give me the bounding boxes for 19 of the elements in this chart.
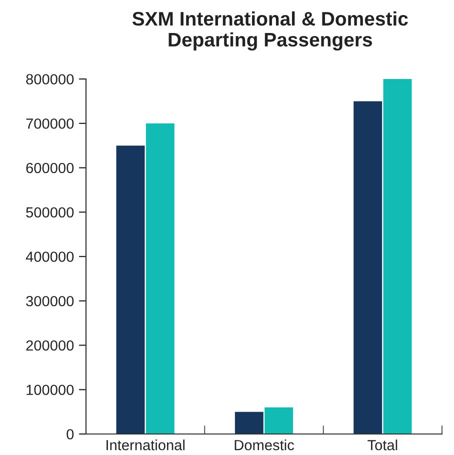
bar — [116, 146, 145, 434]
x-tick-label: Total — [368, 440, 398, 450]
y-tick-label: 200000 — [26, 340, 74, 351]
y-tick-label: 0 — [66, 429, 74, 440]
y-tick-label: 800000 — [26, 74, 74, 84]
y-tick-label: 700000 — [26, 118, 74, 129]
y-tick-label: 100000 — [26, 384, 74, 396]
chart-title: SXM International & Domestic Departing Passengers — [132, 11, 408, 51]
x-tick-label: International — [106, 440, 184, 450]
bar — [264, 407, 294, 434]
y-tick-label: 500000 — [26, 207, 74, 218]
y-tick-label: 600000 — [26, 162, 74, 174]
x-tick-label: Domestic — [234, 440, 294, 450]
bar — [234, 412, 264, 434]
y-tick-label: 300000 — [26, 296, 74, 306]
bar — [354, 101, 382, 434]
y-tick-label: 400000 — [26, 252, 74, 262]
bar — [383, 79, 412, 434]
bar — [146, 123, 174, 434]
